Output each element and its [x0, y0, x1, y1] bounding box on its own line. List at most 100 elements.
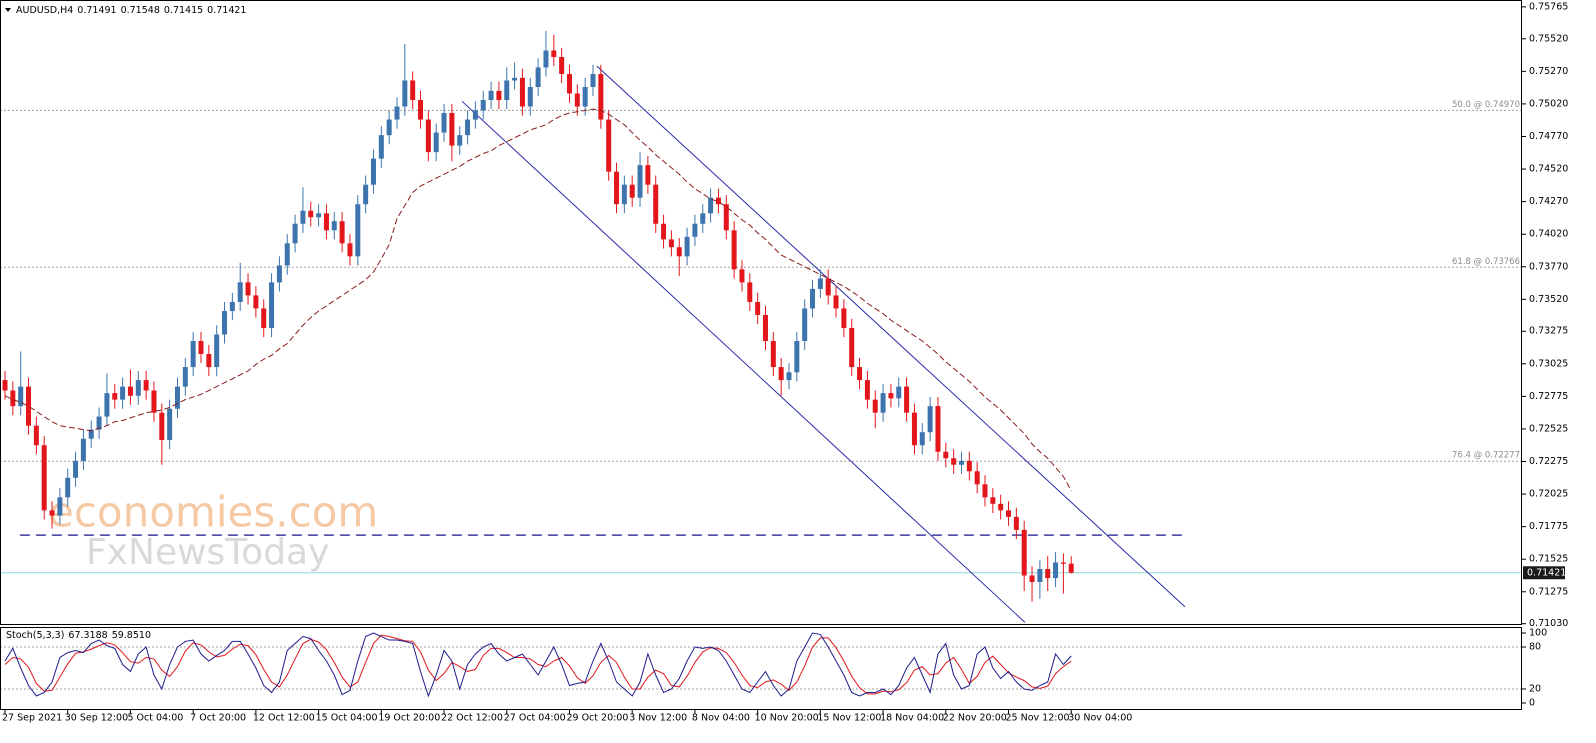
candle-body [127, 386, 133, 396]
candle-body [810, 288, 816, 309]
candle-body [974, 471, 980, 485]
candle-body [190, 341, 196, 368]
candle-body [637, 165, 643, 198]
candle-body [198, 341, 204, 355]
x-tick-label: 15 Oct 04:00 [316, 713, 378, 724]
y-tick-label: 0.74270 [1529, 196, 1568, 207]
candle-body [370, 158, 376, 185]
candle-body [65, 477, 71, 498]
candle-body [582, 86, 588, 107]
y-tick-label: 0.75765 [1529, 1, 1568, 12]
header-close: 0.71421 [207, 5, 246, 16]
candle-body [527, 86, 533, 107]
candle-body [253, 295, 259, 309]
candle-body [10, 390, 16, 407]
candle-body [182, 367, 188, 387]
fib-label: 50.0 @ 0.74970 [1452, 100, 1520, 110]
candle-body [104, 393, 110, 417]
candle-body [441, 113, 447, 133]
stoch-y-tick-label: 0 [1529, 698, 1535, 709]
stoch-y-tick-label: 100 [1529, 628, 1547, 639]
stoch-header: Stoch(5,3,3) 67.3188 59.8510 [6, 630, 151, 641]
channel-line [596, 65, 1186, 608]
candle-body [645, 165, 651, 185]
candle-body [621, 184, 627, 205]
candle-body [849, 327, 855, 368]
y-tick-label: 0.71030 [1529, 618, 1568, 629]
candle-body [2, 380, 8, 391]
candle-body [1045, 568, 1051, 579]
candle-body [966, 460, 972, 472]
candle-body [629, 184, 635, 198]
candle-body [237, 282, 243, 302]
candle-body [951, 458, 957, 465]
symbol: AUDUSD,H4 [16, 5, 73, 16]
candle-body [692, 223, 698, 237]
candle-body [825, 278, 831, 296]
header-open: 0.71491 [77, 5, 116, 16]
x-tick-label: 8 Nov 04:00 [692, 713, 750, 724]
candle-body [919, 432, 925, 446]
candle-body [998, 503, 1004, 511]
moving-average [4, 108, 1072, 492]
y-tick-label: 0.75270 [1529, 66, 1568, 77]
candle-body [269, 282, 275, 328]
candle-body [864, 380, 870, 400]
candle-body [174, 386, 180, 409]
y-tick-label: 0.74520 [1529, 164, 1568, 175]
candle-body [606, 119, 612, 172]
candle-body [770, 341, 776, 368]
plot-layer: 50.0 @ 0.74970 61.8 @ 0.73766 76.4 @ 0.722… [0, 30, 1522, 698]
candle-body [112, 393, 118, 400]
x-tick-label: 30 Nov 04:00 [1068, 713, 1132, 724]
x-tick-label: 7 Oct 20:00 [190, 713, 246, 724]
candle-body [598, 73, 604, 120]
last-price-label: 0.71421 [1527, 567, 1566, 578]
candle-body [731, 230, 737, 270]
candle-body [590, 73, 596, 87]
candle-body [833, 295, 839, 309]
candle-body [715, 197, 721, 205]
y-tick-label: 0.73275 [1529, 326, 1568, 337]
candle-body [700, 213, 706, 224]
header-high: 0.71548 [121, 5, 160, 16]
candle-body [661, 223, 667, 240]
y-tick-label: 0.71525 [1529, 554, 1568, 565]
y-tick-label: 0.73520 [1529, 294, 1568, 305]
candle-body [958, 460, 964, 465]
candle-body [551, 50, 557, 58]
candle-body [927, 406, 933, 433]
candle-body [465, 119, 471, 136]
header-low: 0.71415 [164, 5, 203, 16]
x-tick-label: 25 Nov 12:00 [1006, 713, 1070, 724]
candle-body [57, 497, 63, 516]
candle-body [614, 171, 620, 205]
x-tick-label: 3 Nov 12:00 [629, 713, 687, 724]
y-tick-label: 0.72775 [1529, 391, 1568, 402]
candle-body [817, 278, 823, 289]
candle-body [73, 460, 79, 478]
watermark: economies.com FxNewsToday [48, 488, 378, 574]
stoch-y-tick-label: 80 [1529, 642, 1541, 653]
fib-label: 76.4 @ 0.72277 [1452, 451, 1520, 461]
candle-body [222, 311, 228, 335]
candle-body [1021, 529, 1027, 576]
x-tick-label: 22 Nov 20:00 [943, 713, 1007, 724]
candle-body [347, 243, 353, 257]
y-tick-label: 0.73770 [1529, 261, 1568, 272]
candle-body [904, 386, 910, 413]
y-tick-label: 0.72525 [1529, 423, 1568, 434]
candle-body [559, 57, 565, 74]
stoch-main-line [4, 632, 1072, 698]
candle-body [18, 386, 24, 407]
candle-body [943, 451, 949, 459]
candle-body [488, 90, 494, 101]
candle-body [1037, 568, 1043, 583]
candle-body [457, 135, 463, 146]
stoch-frame [0, 627, 1522, 710]
candle-body [982, 484, 988, 498]
candle-body [653, 184, 659, 224]
candle-body [896, 386, 902, 399]
x-tick-label: 19 Oct 20:00 [378, 713, 440, 724]
